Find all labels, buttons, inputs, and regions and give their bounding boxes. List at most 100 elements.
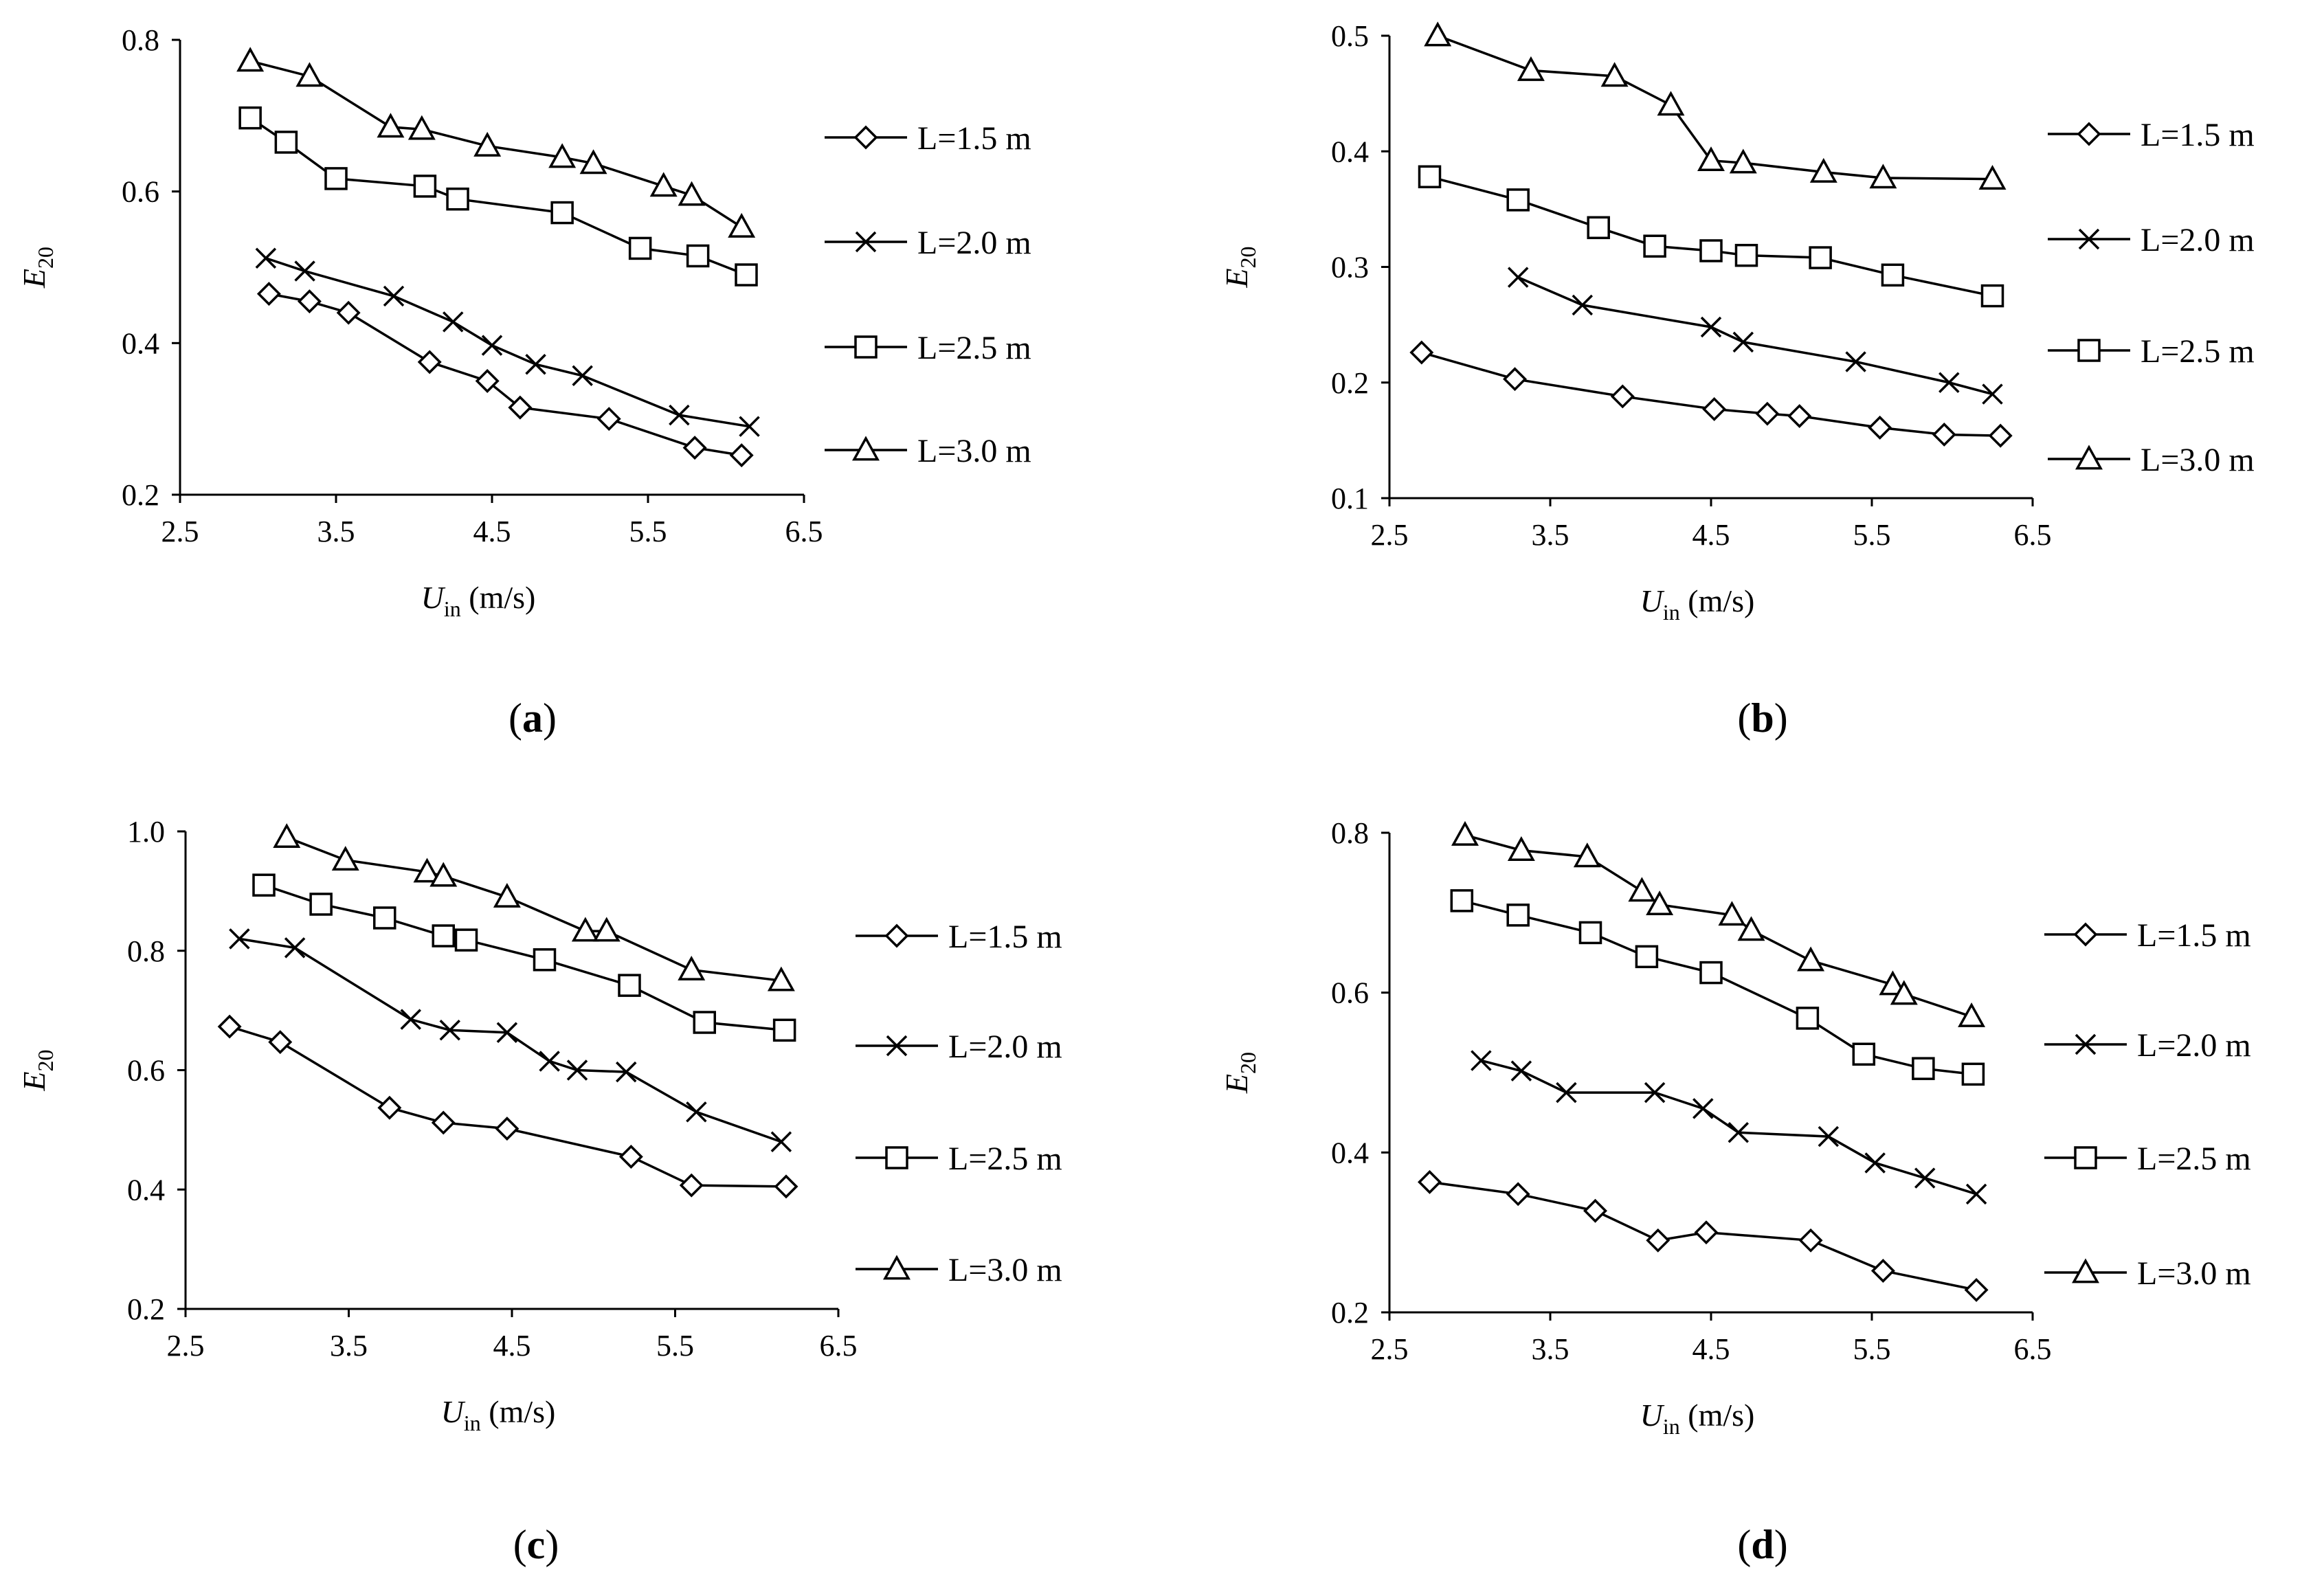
data-point-cross [1572,294,1594,316]
legend-label: L=2.5 m [2141,333,2255,370]
data-point-diamond [679,1173,704,1198]
series-square [1450,889,1985,1086]
data-point-cross [1692,1098,1714,1119]
data-point-diamond [417,350,442,374]
x-axis-label-var: U [441,1394,466,1429]
legend-marker-square [854,335,878,359]
data-point-diamond [1694,1220,1719,1245]
legend-entry: L=1.5 m [856,919,1062,955]
data-point-triangle [1958,1002,1986,1027]
data-point-cross [481,335,503,356]
x-tick-label: 5.5 [656,1329,694,1363]
panel-label-letter: b [1751,695,1774,741]
data-point-square [373,906,396,930]
y-axis-label: E20 [16,247,58,289]
data-point-cross [400,1009,421,1030]
series-line [1421,351,2001,437]
data-point-square [735,263,758,287]
y-tick-label: 0.4 [1331,135,1369,168]
data-point-triangle [1718,901,1746,926]
data-point-square [1506,904,1530,927]
data-point-diamond [1755,401,1780,426]
panel-label: (a) [509,695,557,741]
panel-label-close: ) [1774,695,1788,741]
data-point-triangle [1600,62,1629,87]
y-axis-label-var: E [16,269,52,289]
y-axis-label: E20 [1219,1052,1260,1094]
data-point-triangle [1737,916,1765,941]
data-point-diamond [682,436,707,460]
data-point-diamond [377,1095,402,1120]
legend-entry: L=2.0 m [856,1029,1062,1065]
data-point-cross [686,1101,707,1123]
legend-label: L=1.5 m [948,919,1062,955]
data-point-triangle [1517,56,1545,81]
y-tick-label: 0.2 [1331,366,1369,400]
data-point-diamond [475,369,500,393]
series-square [238,106,758,287]
data-point-cross [770,1131,792,1152]
x-tick-label: 2.5 [161,515,199,548]
data-point-square [274,131,298,154]
chart-panel-c: 2.5 3.5 4.5 5.5 6.5 0.2 0.4 0.6 0.8 1.0 Uin (m/s) E… [16,815,1062,1567]
data-point-diamond [268,1030,293,1055]
x-axis-label: Uin (m/s) [421,580,536,621]
x-tick-label: 6.5 [2014,1332,2052,1366]
legend-label: L=3.0 m [948,1252,1062,1288]
legend-label: L=3.0 m [2141,442,2255,478]
y-tick-label: 0.6 [122,175,159,209]
data-point-cross [572,365,593,387]
legend-entry: L=2.0 m [825,225,1031,261]
panel-label-close: ) [545,1522,559,1567]
data-point-square [533,948,557,972]
y-axis-label-var: E [1219,1074,1254,1094]
data-point-square [446,187,469,211]
data-point-cross [539,1051,560,1072]
data-point-triangle [429,862,458,887]
data-point-square [693,1011,716,1034]
panel-label-open: ( [509,695,522,741]
data-point-diamond [336,300,361,325]
data-point-square [324,167,348,190]
data-point-cross [284,937,306,958]
legend-label: L=2.5 m [917,330,1031,366]
data-point-square [686,244,710,268]
panel-label-letter: a [522,695,543,741]
x-tick-label: 3.5 [317,515,355,548]
data-point-cross [229,928,250,950]
data-point-cross [1728,1122,1750,1143]
legend-entry: L=1.5 m [2048,117,2255,153]
data-point-diamond [1787,404,1812,429]
data-point-cross [525,353,546,375]
series-cross [229,928,792,1152]
data-point-cross [1982,383,2003,405]
data-point-cross [1510,1060,1532,1081]
data-point-square [1881,263,1905,287]
legend-marker-cross [855,231,877,253]
x-axis-label-sub: in [1663,1414,1680,1439]
data-point-triangle [728,212,756,238]
y-tick-label: 0.4 [1331,1136,1369,1169]
data-point-square [413,175,437,198]
panel-label: (c) [513,1522,559,1567]
x-axis-label-sub: in [1663,600,1680,625]
data-point-triangle [331,846,359,871]
data-point-cross [294,260,315,282]
y-axis-label-sub: 20 [1236,1052,1260,1074]
y-axis-label: E20 [1219,246,1260,288]
data-point-diamond [596,407,621,431]
legend-entry: L=3.0 m [856,1252,1062,1288]
y-axis-label-sub: 20 [33,1049,58,1071]
series-cross [1507,267,2003,405]
data-point-cross [1938,372,1960,393]
data-point-diamond [1646,1228,1671,1253]
data-point-square [1587,216,1610,240]
y-tick-label: 0.5 [1331,19,1369,53]
data-point-triangle [473,131,502,157]
data-point-cross [669,404,690,426]
data-point-triangle [1573,842,1601,868]
x-tick-label: 3.5 [1532,1332,1569,1366]
data-point-triangle [377,113,405,138]
data-point-triangle [678,955,706,980]
data-point-cross [1732,331,1754,353]
